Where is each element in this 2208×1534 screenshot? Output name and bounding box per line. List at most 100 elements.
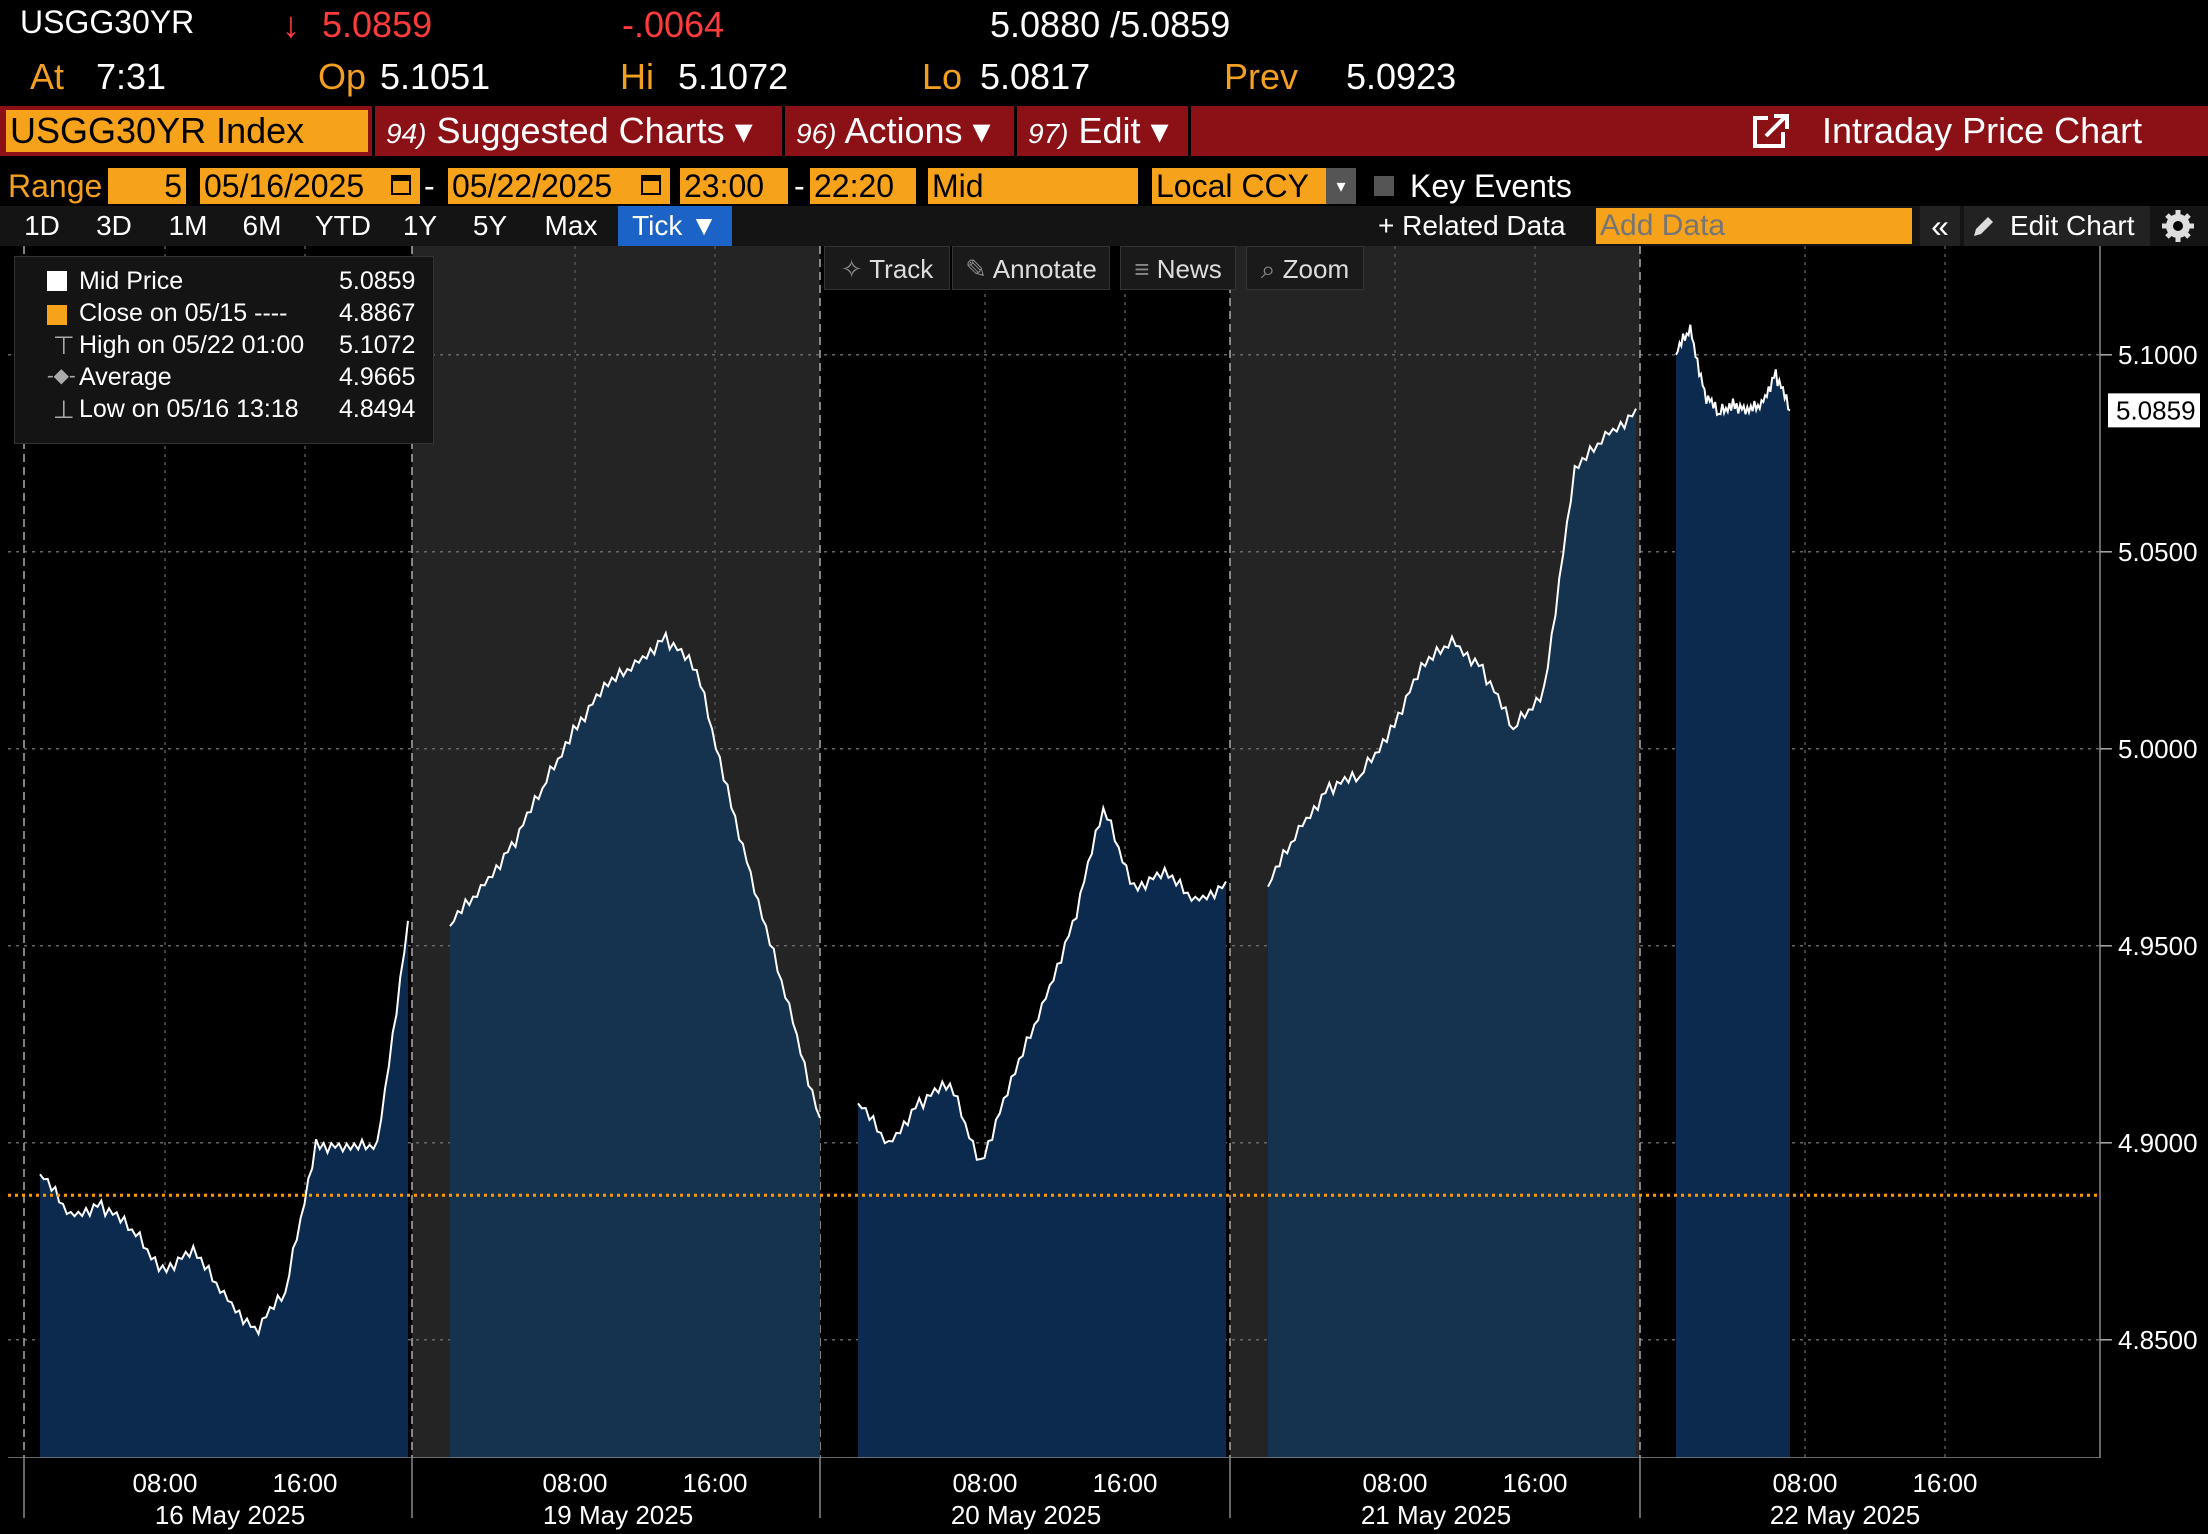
legend-value-high: 5.1072 [339,331,416,359]
x-date-label: 21 May 2025 [1361,1500,1511,1530]
x-axis-band [8,1458,2100,1534]
price-line-0 [39,920,409,1337]
add-data-input[interactable] [1596,208,1912,244]
legend-value-close: 4.8867 [339,299,416,327]
edit-menu[interactable]: 97) Edit ▾ [1028,110,1169,151]
last-time: 7:31 [96,56,167,97]
calendar-icon[interactable] [640,172,664,198]
bid-ask: 5.0880 /5.0859 [990,4,1231,45]
end-time-input[interactable]: 22:20 [810,168,916,204]
title-bar [0,106,2208,156]
price-line-3 [1267,408,1637,888]
x-date-label: 22 May 2025 [1770,1500,1920,1530]
y-tick-label: 5.1000 [2118,340,2198,370]
price-area-2 [858,807,1226,1458]
legend-label-close: Close on 05/15 ---- [79,299,288,327]
time-dash: - [794,168,805,204]
low-value: 5.0817 [980,56,1091,97]
currency-select[interactable]: Local CCY [1152,168,1356,204]
last-price: 5.0859 [322,4,433,45]
x-tick-label: 08:00 [132,1468,197,1498]
edit-chart-button[interactable]: Edit Chart [1964,206,2150,246]
gear-icon[interactable] [2160,208,2196,244]
tab-ytd[interactable]: YTD [315,210,371,241]
price-chart[interactable]: 5.1000 5.0500 5.0000 4.9500 4.9000 4.8500 5.08… [0,246,2208,1534]
low-marker-icon: ⊥ [53,396,75,424]
average-marker-icon: -◆- [47,365,76,387]
legend-label-average: Average [79,363,172,391]
price-area-0 [40,920,408,1458]
legend-value-mid: 5.0859 [339,267,416,295]
x-tick-label: 08:00 [542,1468,607,1498]
x-tick-label: 16:00 [1912,1468,1977,1498]
field-select[interactable]: Mid [928,168,1138,204]
prev-value: 5.0923 [1346,56,1457,97]
prev-label: Prev [1224,56,1299,97]
export-icon[interactable] [1752,112,1792,150]
tab-1m[interactable]: 1M [168,210,208,241]
price-area-1 [450,633,820,1458]
x-tick-label: 08:00 [1772,1468,1837,1498]
x-tick-label: 16:00 [272,1468,337,1498]
mid-price-swatch [47,271,67,291]
range-dash: - [424,168,435,204]
start-date-input[interactable]: 05/16/2025 [200,168,420,204]
tab-6m[interactable]: 6M [242,210,282,241]
track-tool[interactable]: ✧ Track [824,246,950,290]
x-tick-label: 16:00 [1502,1468,1567,1498]
chevron-down-icon[interactable]: ▾ [1326,168,1356,204]
y-tick-label: 5.0500 [2118,537,2198,567]
open-value: 5.1051 [380,56,491,97]
legend-value-average: 4.9665 [339,363,416,391]
end-date-input[interactable]: 05/22/2025 [448,168,670,204]
last-price-tag-label: 5.0859 [2116,395,2196,425]
tab-1y[interactable]: 1Y [402,210,438,241]
range-days-input[interactable]: 5 [108,168,186,204]
net-change: -.0064 [622,4,725,45]
y-tick-label: 4.9500 [2118,931,2198,961]
tab-3d[interactable]: 3D [96,210,132,241]
news-tool[interactable]: ≡ News [1120,246,1236,290]
x-date-label: 20 May 2025 [951,1500,1101,1530]
chart-title: Intraday Price Chart [1822,110,2143,151]
y-tick-label: 5.0000 [2118,734,2198,764]
price-line-2 [857,804,1227,1161]
tab-1d[interactable]: 1D [24,210,60,241]
legend-value-low: 4.8494 [339,395,416,423]
y-tick-label: 4.9000 [2118,1128,2198,1158]
price-area-4 [1676,324,1790,1459]
tab-5y[interactable]: 5Y [472,210,508,241]
high-value: 5.1072 [678,56,789,97]
down-arrow-icon: ↓ [282,4,300,45]
close-swatch [47,305,67,325]
high-marker-icon: ⊤ [53,332,75,360]
range-label: Range [8,168,103,204]
legend-label-high: High on 05/22 01:00 [79,331,305,359]
open-label: Op [318,56,367,97]
last-price-tag [2108,393,2200,428]
ticker-symbol: USGG30YR [20,4,195,40]
tab-max[interactable]: Max [544,210,598,241]
key-events-checkbox[interactable] [1374,176,1394,196]
actions-menu[interactable]: 96) Actions ▾ [796,110,991,151]
related-data-button[interactable]: + Related Data [1378,210,1566,241]
x-date-label: 19 May 2025 [543,1500,693,1530]
x-date-label: 16 May 2025 [155,1500,305,1530]
collapse-icon[interactable]: « [1920,206,1960,246]
pencil-icon [1974,217,1993,236]
legend-label-low: Low on 05/16 13:18 [79,395,299,423]
x-tick-label: 16:00 [682,1468,747,1498]
start-time-input[interactable]: 23:00 [680,168,788,204]
key-events-label: Key Events [1410,168,1572,204]
x-tick-label: 16:00 [1092,1468,1157,1498]
annotate-tool[interactable]: ✎ Annotate [952,246,1110,290]
security-field[interactable]: USGG30YR Index [6,110,368,152]
low-label: Lo [922,56,963,97]
zoom-tool[interactable]: ⌕ Zoom [1246,246,1364,290]
y-tick-label: 4.8500 [2118,1325,2198,1355]
tab-tick[interactable]: Tick ▼ [618,206,732,246]
suggested-charts-menu[interactable]: 94) Suggested Charts ▾ [386,110,753,151]
calendar-icon[interactable] [390,172,414,198]
price-line-4 [1675,324,1791,417]
x-tick-label: 08:00 [1362,1468,1427,1498]
